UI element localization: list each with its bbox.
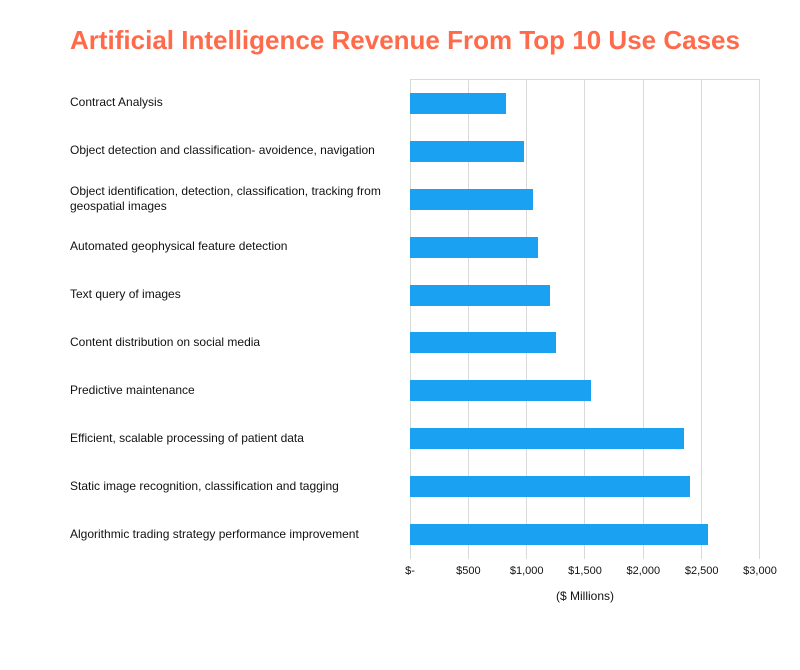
bar	[410, 524, 708, 545]
category-label: Efficient, scalable processing of patien…	[70, 415, 410, 463]
bar	[410, 332, 556, 353]
x-axis-title: ($ Millions)	[410, 589, 760, 603]
category-label: Static image recognition, classification…	[70, 463, 410, 511]
category-label: Content distribution on social media	[70, 319, 410, 367]
x-tick: $2,500	[685, 565, 719, 577]
category-label: Object detection and classification- avo…	[70, 127, 410, 175]
bars	[410, 80, 760, 559]
bar-row	[410, 319, 760, 367]
bar-row	[410, 367, 760, 415]
bar-row	[410, 415, 760, 463]
bar	[410, 476, 690, 497]
bar-row	[410, 463, 760, 511]
bar-row	[410, 271, 760, 319]
bar-row	[410, 175, 760, 223]
x-tick: $3,000	[743, 565, 777, 577]
x-tick: $500	[456, 565, 480, 577]
chart: Contract AnalysisObject detection and cl…	[70, 79, 760, 603]
bar-row	[410, 223, 760, 271]
category-label: Predictive maintenance	[70, 367, 410, 415]
bar	[410, 189, 533, 210]
bar	[410, 428, 684, 449]
x-axis-ticks: $-$500$1,000$1,500$2,000$2,500$3,000	[410, 565, 760, 581]
bar	[410, 93, 506, 114]
category-label: Algorithmic trading strategy performance…	[70, 511, 410, 559]
plot-area	[410, 79, 760, 559]
bar-row	[410, 127, 760, 175]
bar-row	[410, 80, 760, 128]
bar-row	[410, 511, 760, 559]
x-tick: $-	[405, 565, 415, 577]
bar	[410, 237, 538, 258]
x-tick: $2,000	[627, 565, 661, 577]
category-label: Automated geophysical feature detection	[70, 223, 410, 271]
y-axis-labels: Contract AnalysisObject detection and cl…	[70, 79, 410, 559]
x-axis: $-$500$1,000$1,500$2,000$2,500$3,000	[410, 565, 760, 581]
chart-title: Artificial Intelligence Revenue From Top…	[70, 24, 760, 57]
category-label: Object identification, detection, classi…	[70, 175, 410, 223]
bar	[410, 141, 524, 162]
category-label: Contract Analysis	[70, 79, 410, 127]
bar	[410, 285, 550, 306]
bar	[410, 380, 591, 401]
category-label: Text query of images	[70, 271, 410, 319]
x-tick: $1,000	[510, 565, 544, 577]
x-tick: $1,500	[568, 565, 602, 577]
